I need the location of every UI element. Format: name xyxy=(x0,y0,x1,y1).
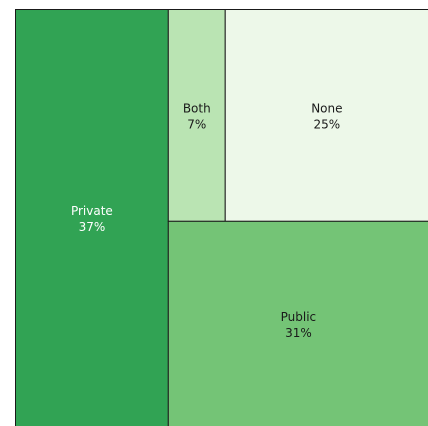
tile-name-label: None xyxy=(311,101,342,115)
tile-public xyxy=(167,220,428,426)
tile-value-label: 7% xyxy=(187,117,206,131)
tile-private xyxy=(15,9,169,426)
tile-value-label: 37% xyxy=(79,220,106,234)
treemap-labels: Private 37% Both 7% None 25% Public 31% xyxy=(71,101,343,340)
tile-value-label: 31% xyxy=(285,326,312,340)
treemap-tiles xyxy=(15,9,428,426)
tile-name-label: Private xyxy=(71,204,113,218)
tile-value-label: 25% xyxy=(314,117,341,131)
tile-none xyxy=(224,9,428,222)
tile-name-label: Both xyxy=(183,101,211,115)
tile-both xyxy=(167,9,226,222)
tile-name-label: Public xyxy=(281,310,317,324)
